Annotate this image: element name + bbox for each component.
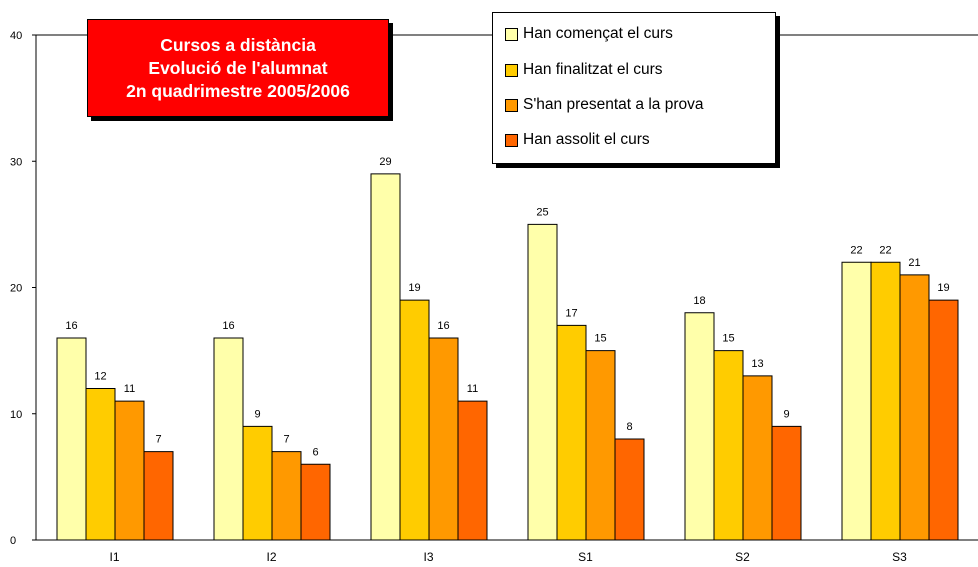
bar (213, 337, 244, 541)
data-label: 16 (222, 320, 234, 332)
y-tick-label: 20 (10, 283, 22, 295)
data-label: 6 (312, 446, 318, 458)
data-label: 12 (94, 371, 106, 383)
data-label: 29 (379, 156, 391, 168)
bar (242, 425, 273, 541)
bar (841, 261, 872, 541)
bar (85, 388, 116, 541)
legend-label: S'han presentat a la prova (523, 96, 704, 113)
data-label: 21 (908, 257, 920, 269)
data-label: 11 (124, 383, 135, 395)
legend-swatch (505, 98, 518, 112)
data-label: 9 (783, 408, 789, 420)
legend-item: Han assolit el curs (505, 129, 650, 151)
chart-title-line-3: 2n quadrimestre 2005/2006 (126, 80, 350, 101)
bar (114, 400, 145, 541)
data-label: 18 (693, 295, 705, 307)
data-label: 16 (65, 320, 77, 332)
bar (614, 438, 645, 541)
y-tick-label: 30 (10, 156, 22, 168)
legend-label: Han finalitzat el curs (523, 61, 663, 78)
bar (556, 324, 587, 541)
legend-label: Han assolit el curs (523, 131, 650, 148)
bar (899, 274, 930, 541)
bar (370, 173, 401, 541)
data-label: 22 (850, 244, 862, 256)
bar (684, 312, 715, 541)
data-label: 11 (467, 383, 478, 395)
legend-swatch (505, 63, 518, 77)
bar (300, 463, 331, 541)
data-label: 15 (722, 333, 734, 345)
bar (143, 451, 174, 541)
x-tick-label: S3 (892, 550, 907, 564)
data-label: 13 (751, 358, 763, 370)
bar (56, 337, 87, 541)
y-tick-label: 0 (10, 535, 16, 547)
x-tick-label: I2 (266, 550, 276, 564)
x-tick-label: I1 (109, 550, 119, 564)
data-label: 25 (536, 206, 548, 218)
bar (428, 337, 459, 541)
bar (527, 223, 558, 541)
chart-title-line-1: Cursos a distància (160, 34, 316, 55)
bar (585, 350, 616, 541)
legend-item: S'han presentat a la prova (505, 94, 703, 116)
bar (928, 299, 959, 541)
legend-swatch (505, 27, 518, 41)
legend-item: Han finalitzat el curs (505, 59, 663, 81)
bars (56, 173, 959, 541)
bar (742, 375, 773, 541)
bar (713, 350, 744, 541)
x-tick-label: S1 (578, 550, 593, 564)
legend-label: Han començat el curs (523, 25, 673, 42)
y-tick-label: 40 (10, 30, 22, 42)
legend-item: Han començat el curs (505, 23, 673, 45)
data-label: 15 (594, 333, 606, 345)
bar (457, 400, 488, 541)
data-label: 16 (437, 320, 449, 332)
x-tick-label: S2 (735, 550, 750, 564)
data-label: 7 (155, 434, 161, 446)
data-label: 7 (283, 434, 289, 446)
y-tick-label: 10 (10, 409, 22, 421)
bar (870, 261, 901, 541)
data-label: 19 (937, 282, 949, 294)
legend-swatch (505, 133, 518, 147)
data-label: 17 (565, 307, 577, 319)
legend: Han començat el curs Han finalitzat el c… (492, 12, 776, 164)
chart-title-line-2: Evolució de l'alumnat (148, 57, 328, 78)
bar (399, 299, 430, 541)
data-label: 22 (879, 244, 891, 256)
data-label: 9 (254, 408, 260, 420)
data-label: 8 (626, 421, 632, 433)
bar (771, 425, 802, 541)
data-label: 19 (408, 282, 420, 294)
x-tick-label: I3 (423, 550, 433, 564)
data-labels: 16 16 29 25 18 22 12 9 19 17 15 22 11 7 16 15 13 21 7 6 11 8 9… (65, 156, 949, 458)
bar (271, 451, 302, 541)
chart-title: Cursos a distància Evolució de l'alumnat… (87, 19, 389, 117)
